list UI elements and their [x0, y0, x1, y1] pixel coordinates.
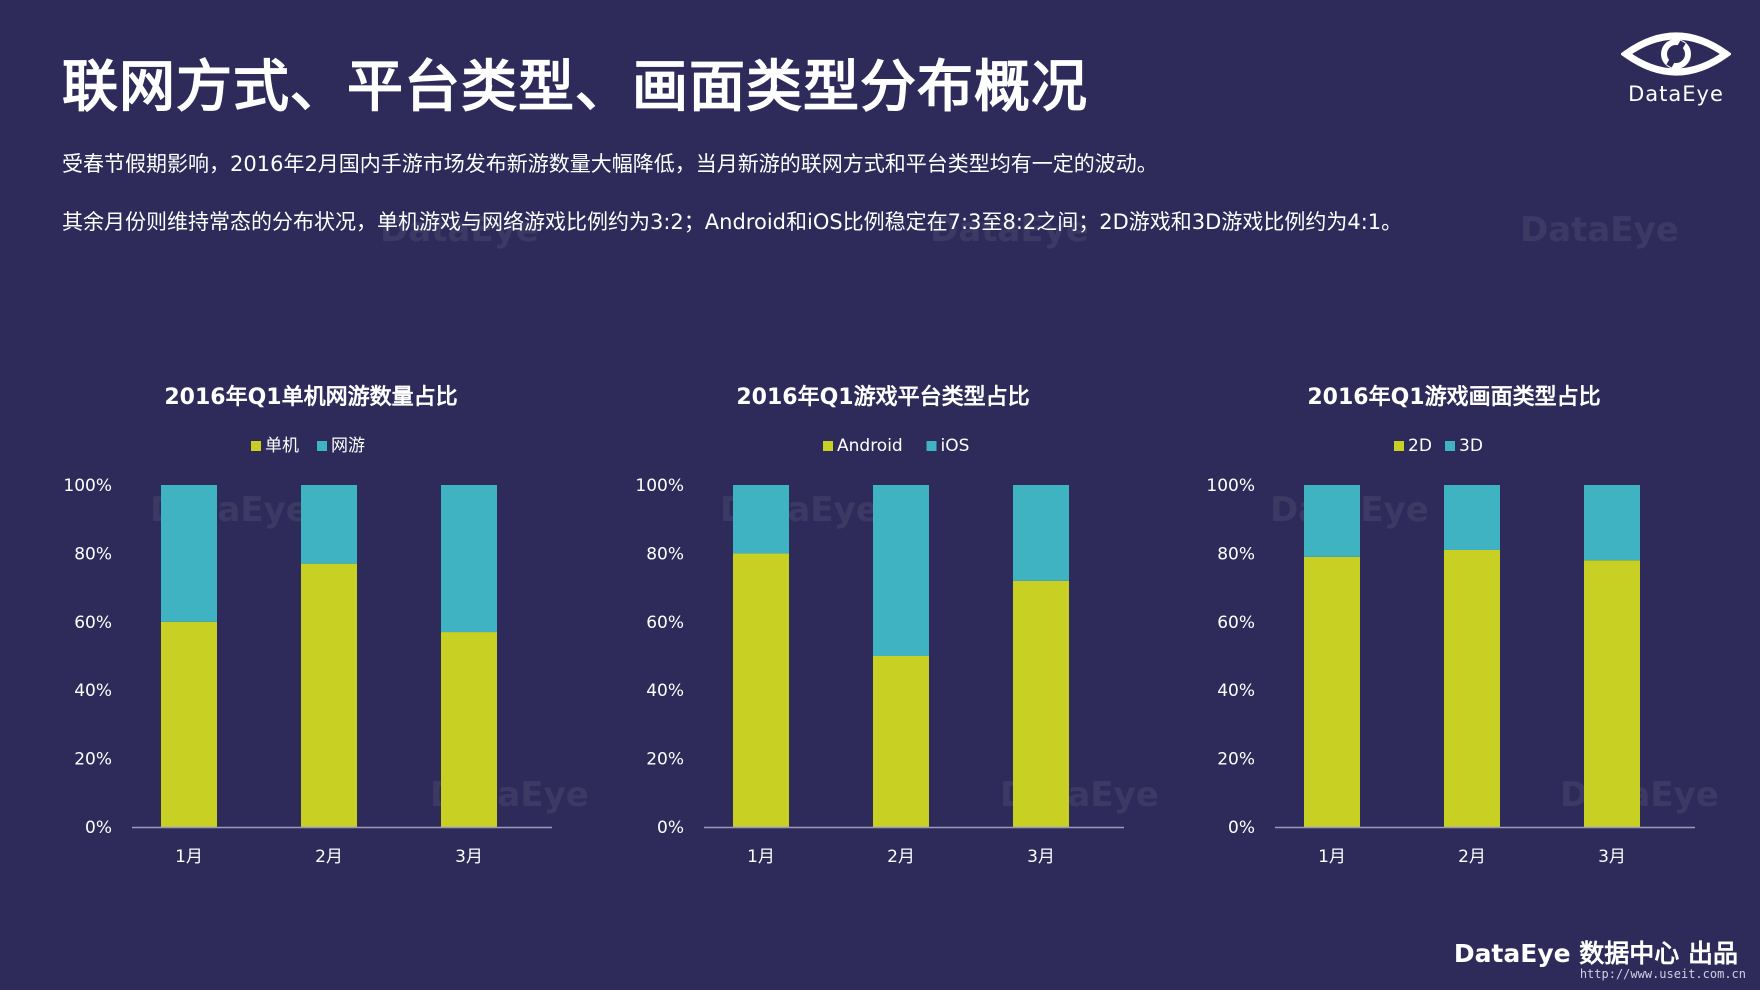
site-watermark: http://www.useit.com.cn: [1579, 967, 1746, 981]
bar-2D-2月: [1444, 549, 1500, 827]
legend-swatch: [251, 441, 261, 451]
y-tick-label: 0%: [85, 818, 112, 838]
y-tick-label: 80%: [74, 544, 112, 564]
footer-credit: DataEye 数据中心 出品: [1453, 939, 1738, 968]
x-tick-label: 1月: [747, 847, 775, 867]
legend-label: 2D: [1408, 436, 1432, 456]
chart-svg: 2016年Q1游戏画面类型占比 2D 3D 0% 20% 40% 60% 80% 100% 1月 2…: [1206, 384, 1695, 867]
x-tick-label: 2月: [315, 847, 343, 867]
legend-label: 网游: [331, 436, 365, 456]
bar-iOS-1月: [733, 485, 789, 554]
x-tick-label: 3月: [455, 847, 483, 867]
legend-swatch: [823, 441, 833, 451]
legend-label: 单机: [265, 436, 299, 456]
page-title: 联网方式、平台类型、画面类型分布概况: [62, 55, 1088, 120]
bar-单机-1月: [161, 621, 217, 827]
legend-label: iOS: [941, 436, 970, 456]
y-tick-label: 0%: [657, 818, 684, 838]
description-line-1: 受春节假期影响，2016年2月国内手游市场发布新游数量大幅降低，当月新游的联网方…: [62, 152, 1158, 176]
bar-Android-1月: [733, 553, 789, 827]
x-tick-label: 2月: [887, 847, 915, 867]
watermark-logo: DataEye: [930, 210, 1089, 250]
y-tick-label: 100%: [635, 476, 684, 496]
bar-3D-3月: [1584, 485, 1640, 561]
y-tick-label: 40%: [1217, 681, 1255, 701]
y-tick-label: 20%: [646, 750, 684, 770]
description-line-2: 其余月份则维持常态的分布状况，单机游戏与网络游戏比例约为3:2；Android和…: [62, 210, 1403, 234]
bar-iOS-3月: [1013, 485, 1069, 581]
bar-3D-2月: [1444, 485, 1500, 550]
bar-Android-2月: [873, 656, 929, 827]
y-tick-label: 80%: [1217, 544, 1255, 564]
x-tick-label: 3月: [1027, 847, 1055, 867]
legend-item: Android: [823, 436, 903, 456]
watermark-logo: DataEye: [380, 210, 539, 250]
y-tick-label: 100%: [1206, 476, 1255, 496]
legend-item: 2D: [1394, 436, 1432, 456]
chart-title: 2016年Q1游戏平台类型占比: [736, 384, 1029, 410]
y-tick-label: 20%: [74, 750, 112, 770]
y-tick-label: 20%: [1217, 750, 1255, 770]
legend-item: 网游: [317, 436, 365, 456]
y-tick-label: 60%: [646, 613, 684, 633]
legend-item: 单机: [251, 436, 299, 456]
chart-title: 2016年Q1游戏画面类型占比: [1307, 384, 1600, 410]
y-tick-label: 0%: [1228, 818, 1255, 838]
bar-2D-1月: [1304, 556, 1360, 827]
bar-单机-3月: [441, 632, 497, 827]
y-tick-label: 40%: [646, 681, 684, 701]
bar-iOS-2月: [873, 485, 929, 656]
x-tick-label: 3月: [1598, 847, 1626, 867]
legend-swatch: [317, 441, 327, 451]
bar-3D-1月: [1304, 485, 1360, 557]
legend-item: 3D: [1445, 436, 1483, 456]
y-tick-label: 60%: [74, 613, 112, 633]
bar-网游-1月: [161, 485, 217, 622]
chart-svg: 2016年Q1游戏平台类型占比 Android iOS 0% 20% 40% 60% 80% 1…: [635, 384, 1124, 867]
bar-网游-3月: [441, 485, 497, 633]
chart-1: 2016年Q1单机网游数量占比单机 网游 0% 20% 40% 60% 80% 100% 1月 2…: [40, 370, 580, 884]
y-tick-label: 100%: [63, 476, 112, 496]
bar-单机-2月: [301, 563, 357, 827]
bar-Android-3月: [1013, 580, 1069, 827]
legend-swatch: [926, 441, 937, 451]
x-tick-label: 2月: [1458, 847, 1486, 867]
y-tick-label: 60%: [1217, 613, 1255, 633]
legend-swatch: [1445, 441, 1455, 451]
chart-3: 2016年Q1游戏画面类型占比 2D 3D 0% 20% 40% 60% 80% 100% 1月 2…: [1183, 370, 1723, 884]
logo-text: DataEye: [1628, 82, 1724, 106]
chart-2: 2016年Q1游戏平台类型占比 Android iOS 0% 20% 40% 60% 80% 1…: [612, 370, 1152, 884]
legend-swatch: [1394, 441, 1404, 451]
eye-icon: [1620, 32, 1732, 76]
y-tick-label: 40%: [74, 681, 112, 701]
chart-title: 2016年Q1单机网游数量占比: [164, 384, 457, 410]
legend-label: Android: [837, 436, 903, 456]
x-tick-label: 1月: [175, 847, 203, 867]
x-tick-label: 1月: [1318, 847, 1346, 867]
legend-item: iOS: [926, 436, 970, 456]
legend-label: 3D: [1459, 436, 1483, 456]
y-tick-label: 80%: [646, 544, 684, 564]
dataeye-logo: DataEye: [1616, 26, 1736, 106]
bar-2D-3月: [1584, 560, 1640, 827]
watermark-logo: DataEye: [1520, 210, 1679, 250]
bar-网游-2月: [301, 485, 357, 564]
